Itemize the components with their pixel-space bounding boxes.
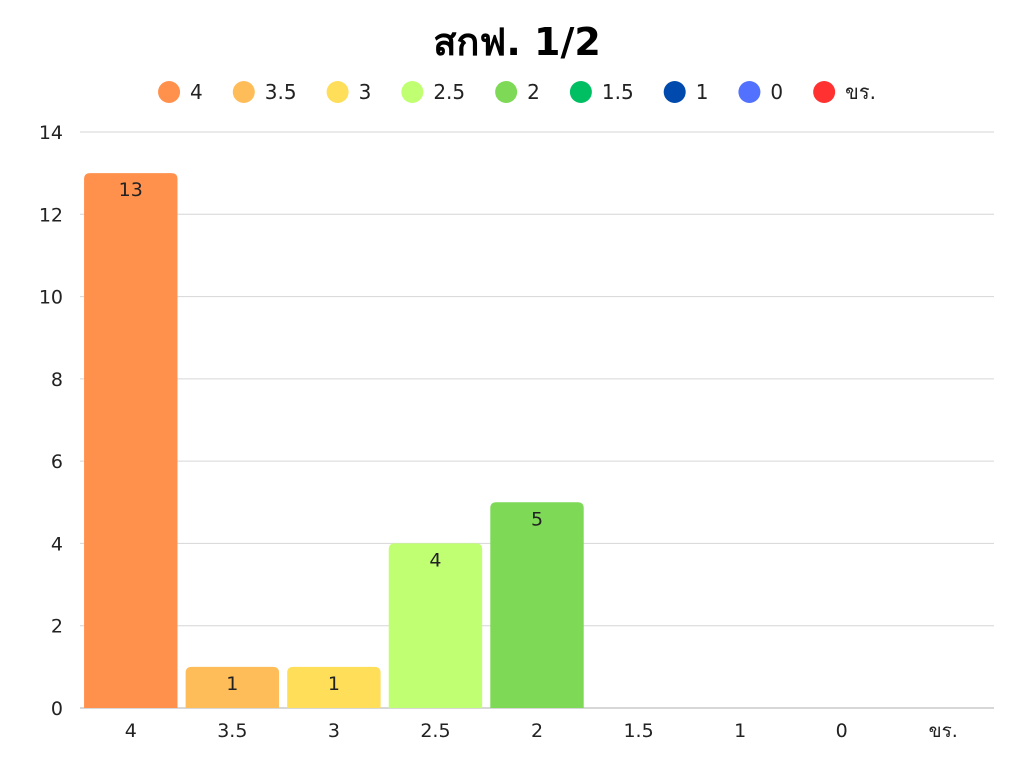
x-tick-label: 2.5 [420, 720, 450, 742]
bars [84, 173, 584, 709]
bar [185, 666, 280, 708]
legend-label: 0 [770, 80, 783, 104]
legend-swatch [401, 81, 424, 103]
y-tick-label: 14 [39, 122, 63, 144]
x-tick-label: 2 [531, 720, 543, 742]
legend-item: 1.5 [569, 80, 634, 104]
y-tick-label: 12 [39, 204, 63, 226]
bar-value-label: 5 [531, 508, 543, 530]
x-tick-label: 3 [328, 720, 340, 742]
x-tick-label: ขร. [929, 720, 958, 742]
x-tick-label: 1 [734, 720, 746, 742]
legend-item: 4 [158, 80, 203, 104]
bar [287, 666, 381, 708]
y-tick-label: 6 [51, 451, 63, 473]
legend-label: ขร. [845, 80, 876, 104]
bar [490, 502, 584, 708]
legend-swatch [738, 81, 761, 103]
legend: 4 3.5 3 2.5 2 1.5 1 0 ขร. [158, 80, 876, 104]
legend-swatch [813, 81, 836, 103]
x-tick-label: 0 [836, 720, 848, 742]
legend-label: 2 [527, 80, 540, 104]
legend-item: 2.5 [401, 80, 465, 104]
legend-label: 3 [359, 80, 372, 104]
legend-swatch [158, 81, 181, 103]
bar-value-label: 1 [328, 673, 340, 695]
legend-item: 3.5 [232, 80, 297, 104]
legend-label: 4 [190, 80, 203, 104]
y-tick-label: 4 [51, 533, 63, 555]
y-tick-label: 10 [39, 287, 63, 309]
gridlines [80, 131, 994, 709]
legend-swatch [495, 81, 518, 103]
x-tick-label: 3.5 [217, 720, 247, 742]
legend-swatch [569, 81, 592, 103]
bar [388, 543, 483, 708]
legend-swatch [663, 81, 686, 103]
legend-item: 0 [738, 80, 783, 104]
x-axis-ticks: 4 3.5 3 2.5 2 1.5 1 0 ขร. [125, 720, 958, 742]
bar-labels: 13 1 1 4 5 [119, 179, 543, 695]
legend-item: 1 [663, 80, 709, 104]
legend-item: ขร. [813, 80, 876, 104]
bar-value-label: 4 [429, 549, 441, 571]
legend-label: 1.5 [602, 80, 634, 104]
legend-item: 2 [495, 80, 540, 104]
legend-swatch [232, 81, 255, 103]
legend-label: 1 [696, 80, 709, 104]
y-tick-label: 0 [51, 698, 63, 720]
y-axis-ticks: 0 2 4 6 8 10 12 14 [39, 122, 63, 720]
legend-item: 3 [326, 80, 372, 104]
bar-value-label: 1 [226, 673, 238, 695]
x-tick-label: 4 [125, 720, 137, 742]
bar-value-label: 13 [119, 179, 143, 201]
x-tick-label: 1.5 [623, 720, 653, 742]
y-tick-label: 2 [51, 616, 63, 638]
legend-swatch [326, 81, 349, 103]
chart-title: สกฟ. 1/2 [433, 20, 601, 64]
y-tick-label: 8 [51, 369, 63, 391]
legend-label: 3.5 [265, 80, 297, 104]
legend-label: 2.5 [433, 80, 465, 104]
bar [84, 173, 178, 709]
